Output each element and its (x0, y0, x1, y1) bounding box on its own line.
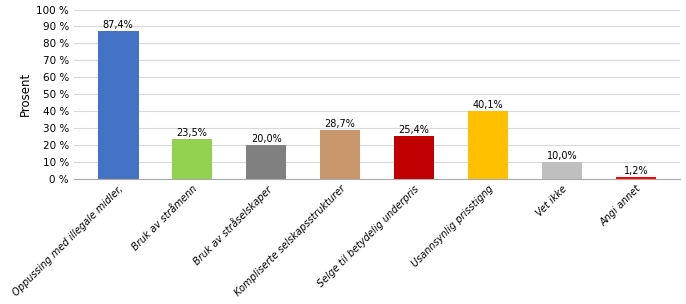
Y-axis label: Prosent: Prosent (19, 72, 32, 116)
Bar (616, 177, 657, 179)
Text: 40,1%: 40,1% (473, 100, 504, 110)
Bar (394, 136, 434, 179)
Bar (98, 31, 139, 179)
Text: 1,2%: 1,2% (624, 166, 648, 175)
Bar (468, 111, 508, 179)
Text: 87,4%: 87,4% (103, 19, 134, 29)
Text: 20,0%: 20,0% (251, 134, 281, 144)
Bar (542, 162, 582, 179)
Bar (320, 130, 360, 179)
Bar (172, 139, 213, 179)
Text: 25,4%: 25,4% (399, 125, 429, 135)
Bar (246, 145, 287, 179)
Text: 10,0%: 10,0% (547, 151, 578, 161)
Text: 28,7%: 28,7% (324, 119, 355, 129)
Text: 23,5%: 23,5% (177, 128, 208, 138)
